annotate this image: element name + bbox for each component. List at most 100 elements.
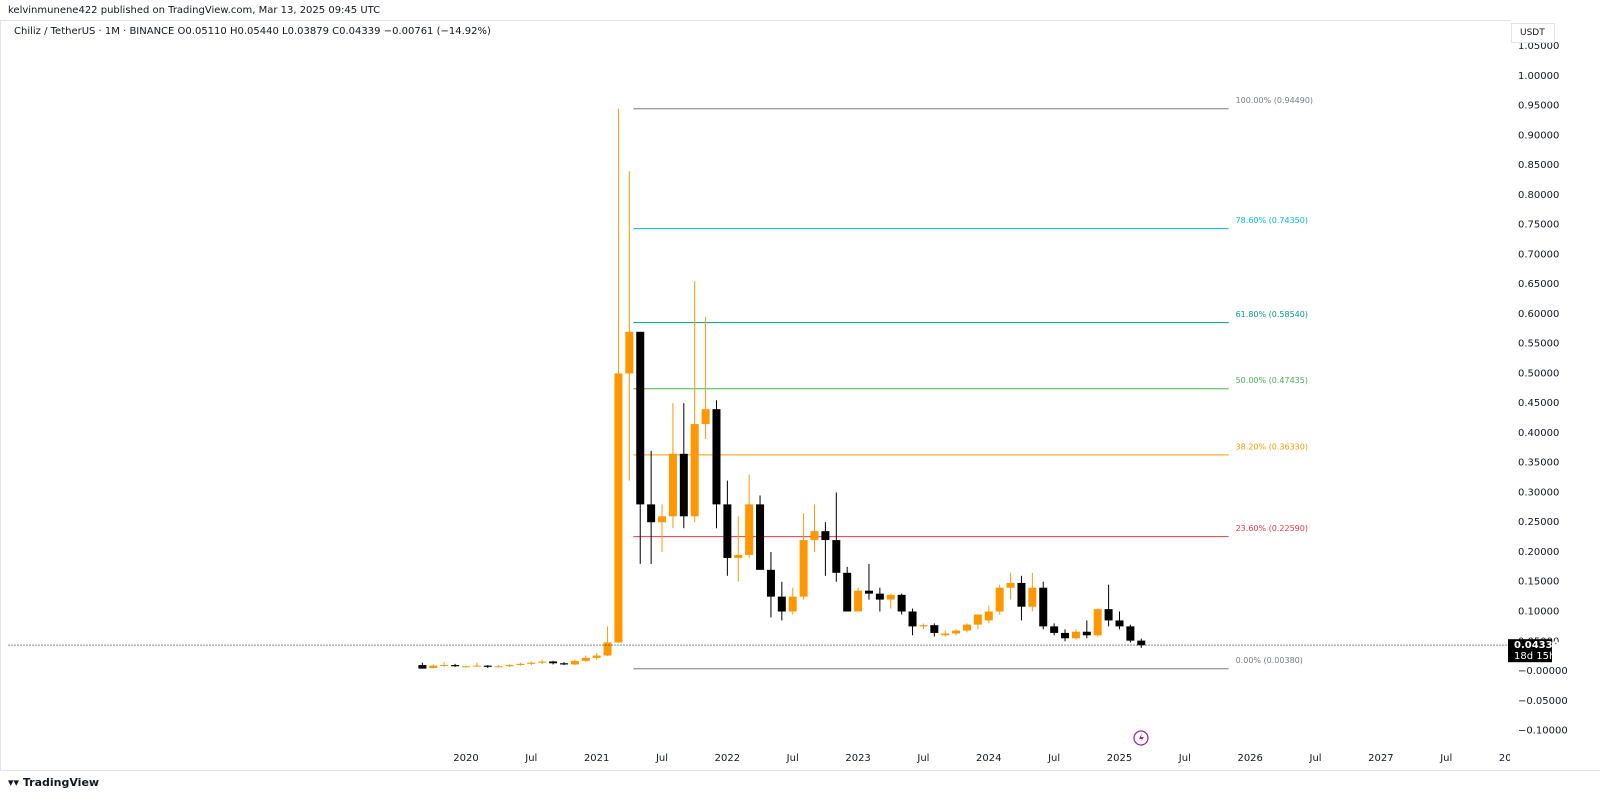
y-tick-label: 0.20000 — [1518, 547, 1559, 558]
candle-body — [559, 663, 568, 665]
ohlc-open: O0.05110 — [177, 26, 227, 37]
candle-body — [799, 540, 808, 597]
candle-body — [418, 665, 427, 669]
y-tick-label: 0.30000 — [1518, 487, 1559, 498]
candle-body — [625, 331, 634, 374]
y-tick-label: 0.80000 — [1518, 190, 1559, 201]
candle-body — [1093, 609, 1102, 636]
candle-body — [1115, 620, 1124, 627]
x-tick-label: Jul — [1047, 753, 1060, 764]
currency-button[interactable]: USDT — [1511, 23, 1555, 43]
candle-body — [962, 624, 971, 631]
candle-body — [854, 590, 863, 612]
brand-logo: ▾▾ — [8, 776, 23, 789]
candle-body — [766, 569, 775, 597]
candle-body — [1006, 582, 1015, 588]
countdown-label: 18d 15h — [1514, 651, 1555, 662]
candle-body — [1082, 631, 1091, 636]
candle-body — [549, 661, 558, 664]
candle-body — [723, 504, 732, 558]
candle-body — [658, 516, 667, 523]
candle-body — [788, 596, 797, 612]
y-tick-label: −0.00000 — [1518, 666, 1568, 677]
candle-body — [603, 642, 612, 656]
candle-body — [1050, 626, 1059, 633]
y-tick-label: 0.50000 — [1518, 368, 1559, 379]
price-axis: −0.10000−0.05000−0.000000.050000.100000.… — [1508, 41, 1568, 737]
x-tick-label: Jul — [1178, 753, 1191, 764]
candle-body — [1137, 640, 1146, 646]
x-tick-label: 2027 — [1368, 753, 1393, 764]
y-tick-label: 0.65000 — [1518, 279, 1559, 290]
y-tick-label: 1.05000 — [1518, 41, 1559, 52]
fib-label: 23.60% (0.22590) — [1236, 524, 1308, 533]
candle-body — [734, 554, 743, 558]
y-tick-label: 0.25000 — [1518, 517, 1559, 528]
last-price-label: 0.04339 — [1514, 640, 1560, 651]
candle-body — [494, 666, 503, 668]
candle-body — [516, 663, 525, 666]
x-tick-label: 2020 — [453, 753, 478, 764]
candle-body — [919, 625, 928, 627]
y-tick-label: 0.95000 — [1518, 101, 1559, 112]
candle-body — [745, 504, 754, 555]
candle-body — [461, 666, 470, 668]
x-tick-label: Jul — [786, 753, 799, 764]
candle-body — [843, 572, 852, 612]
y-tick-label: −0.10000 — [1518, 726, 1568, 737]
candle-body — [777, 596, 786, 612]
candle-body — [756, 504, 765, 570]
symbol: Chiliz / TetherUS · 1M · BINANCE — [14, 26, 175, 37]
y-tick-label: 0.10000 — [1518, 606, 1559, 617]
candle-body — [941, 633, 950, 636]
fib-label: 61.80% (0.58540) — [1236, 310, 1308, 319]
x-tick-label: Jul — [1439, 753, 1452, 764]
candle-body — [886, 594, 895, 600]
fib-label: 78.60% (0.74350) — [1236, 216, 1308, 225]
chart-frame — [0, 20, 1600, 771]
candle-body — [973, 614, 982, 625]
candle-body — [581, 657, 590, 661]
candle-body — [864, 590, 873, 594]
x-tick-label: 2021 — [584, 753, 609, 764]
ohlc-high: H0.05440 — [229, 26, 279, 37]
candle-body — [668, 453, 677, 517]
fib-label: 38.20% (0.36330) — [1236, 442, 1308, 451]
candle-body — [527, 662, 536, 664]
candle-body — [712, 409, 721, 505]
last-price-badge — [1508, 639, 1552, 663]
candle-body — [1061, 632, 1070, 639]
candle-body — [952, 630, 961, 634]
candle-body — [1039, 587, 1048, 627]
candle-body — [832, 540, 841, 573]
fib-label: 50.00% (0.47435) — [1236, 376, 1308, 385]
candle-body — [1028, 587, 1037, 607]
candle-body — [984, 611, 993, 621]
x-tick-label: 2022 — [715, 753, 740, 764]
brand: ▾▾ TradingView — [8, 776, 99, 789]
candle-body — [1071, 631, 1080, 639]
candle-body — [995, 587, 1004, 612]
candle-body — [647, 504, 656, 523]
ohlc-low: L0.03879 — [282, 26, 329, 37]
candle-body — [875, 593, 884, 600]
candle-body — [821, 531, 830, 541]
candle-body — [1017, 582, 1026, 607]
x-tick-label: 2024 — [976, 753, 1001, 764]
publisher: kelvinmunene422 published on TradingView… — [8, 5, 381, 16]
candle-body — [1126, 626, 1135, 641]
y-tick-label: 0.55000 — [1518, 339, 1559, 350]
candle-body — [538, 661, 547, 663]
candle-body — [472, 665, 481, 667]
event-icon-bolt — [1139, 733, 1144, 743]
symbol-legend: Chiliz / TetherUS · 1M · BINANCE O0.0511… — [14, 26, 491, 37]
y-tick-label: 0.15000 — [1518, 577, 1559, 588]
event-icon[interactable] — [1133, 730, 1149, 746]
candle-body — [908, 611, 917, 627]
candle-body — [1104, 609, 1113, 621]
candle-body — [451, 665, 460, 667]
x-tick-label: Jul — [655, 753, 668, 764]
y-tick-label: 1.00000 — [1518, 71, 1559, 82]
